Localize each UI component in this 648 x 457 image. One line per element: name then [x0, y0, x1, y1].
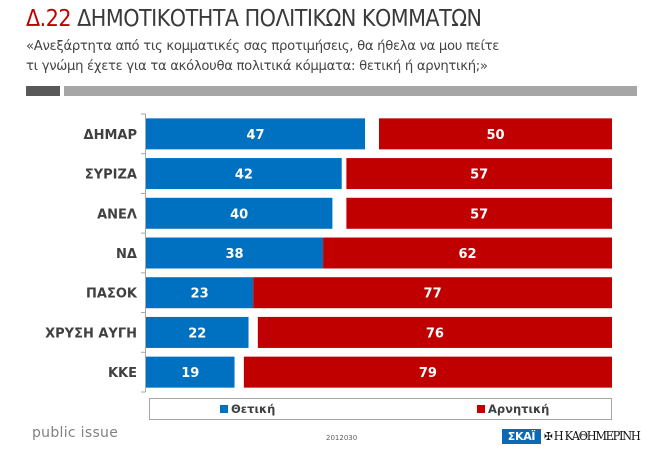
bar-negative [346, 197, 612, 229]
bar-positive [146, 118, 366, 150]
bar-negative [253, 277, 612, 309]
survey-question-line-1: «Ανεξάρτητα από τις κομματικές σας προτι… [26, 39, 500, 54]
header-divider-accent [26, 86, 60, 96]
legend-swatch-negative [477, 405, 485, 413]
data-label-positive: 23 [191, 287, 209, 302]
data-label-negative: 50 [486, 128, 504, 143]
data-label-positive: 38 [225, 247, 243, 262]
data-label-positive: 47 [246, 128, 264, 143]
bar-negative [379, 118, 612, 150]
header-divider [64, 86, 637, 96]
legend-label-negative: Αρνητική [488, 402, 550, 416]
data-label-negative: 79 [419, 366, 437, 381]
bar-positive [146, 316, 249, 348]
bar-positive [146, 158, 342, 190]
legend-label-positive: Θετική [231, 402, 276, 416]
data-label-positive: 19 [181, 366, 199, 381]
bar-negative [346, 158, 612, 190]
bar-positive [146, 197, 333, 229]
bar-negative [243, 356, 613, 388]
legend-item-negative: Αρνητική [477, 402, 549, 416]
category-label: ΚΚΕ [108, 366, 137, 381]
data-label-positive: 22 [188, 326, 206, 341]
bar-negative [257, 316, 612, 348]
skai-logo: ΣΚΑΪ [502, 429, 541, 444]
data-label-negative: 62 [458, 247, 476, 262]
public-issue-logo: public issue [32, 425, 119, 441]
survey-question-line-2: τι γνώμη έχετε για τα ακόλουθα πολιτικά … [26, 59, 488, 74]
legend-swatch-positive [220, 405, 228, 413]
data-label-negative: 76 [426, 326, 444, 341]
data-label-positive: 40 [230, 207, 248, 222]
category-label: ΝΔ [116, 247, 137, 262]
category-label: ΧΡΥΣΗ ΑΥΓΗ [45, 326, 137, 341]
kathimerini-emblem-icon: ✠ [544, 430, 553, 443]
legend-item-positive: Θετική [220, 402, 275, 416]
bar-negative [323, 237, 612, 269]
category-label: ΠΑΣΟΚ [86, 287, 138, 302]
data-label-negative: 77 [424, 287, 442, 302]
category-label: ΑΝΕΛ [97, 207, 137, 222]
chart-legend: Θετική Αρνητική [149, 398, 612, 420]
category-label: ΣΥΡΙΖΑ [85, 168, 137, 183]
bar-positive [146, 237, 324, 269]
chart-code: Δ.22 [26, 6, 72, 32]
data-label-negative: 57 [470, 207, 488, 222]
bar-positive [146, 277, 254, 309]
bar-positive [146, 356, 235, 388]
data-label-negative: 57 [470, 168, 488, 183]
chart-labels: ΔΗΜΑΡ 47 50 ΣΥΡΙΖΑ 42 57 ΑΝΕΛ 40 57 ΝΔ 38 62 ΠΑΣΟΚ 23… [45, 128, 504, 381]
kathimerini-logo-text: Η ΚΑΘΗΜΕΡΙΝΗ [553, 429, 641, 443]
chart-bars [146, 118, 613, 388]
chart-title: ΔΗΜΟΤΙΚΟΤΗΤΑ ΠΟΛΙΤΙΚΩΝ ΚΟΜΜΑΤΩΝ [77, 6, 482, 32]
category-axis [141, 113, 146, 393]
survey-code: 2012030 [326, 434, 358, 442]
survey-question: «Ανεξάρτητα από τις κομματικές σας προτι… [26, 37, 636, 77]
data-label-positive: 42 [235, 168, 253, 183]
category-label: ΔΗΜΑΡ [84, 128, 137, 143]
page-title: Δ.22 ΔΗΜΟΤΙΚΟΤΗΤΑ ΠΟΛΙΤΙΚΩΝ ΚΟΜΜΑΤΩΝ [26, 6, 482, 32]
kathimerini-logo: ✠Η ΚΑΘΗΜΕΡΙΝΗ [544, 428, 641, 444]
bar-chart: ΔΗΜΑΡ 47 50 ΣΥΡΙΖΑ 42 57 ΑΝΕΛ 40 57 ΝΔ 38 62 ΠΑΣΟΚ 23… [45, 113, 613, 393]
